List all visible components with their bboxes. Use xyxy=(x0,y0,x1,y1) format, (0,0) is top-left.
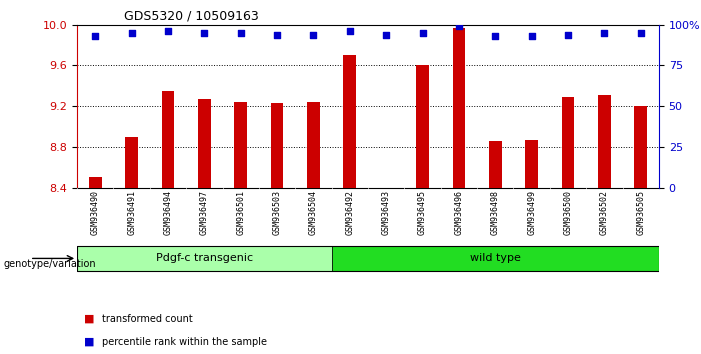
Bar xyxy=(634,106,647,188)
Text: GSM936499: GSM936499 xyxy=(527,190,536,235)
Text: GSM936491: GSM936491 xyxy=(127,190,136,235)
Text: ■: ■ xyxy=(84,337,95,347)
Point xyxy=(599,30,610,36)
Bar xyxy=(125,137,138,188)
Text: GSM936500: GSM936500 xyxy=(564,190,573,235)
Text: GSM936496: GSM936496 xyxy=(454,190,463,235)
Text: genotype/variation: genotype/variation xyxy=(4,259,96,269)
Text: GSM936503: GSM936503 xyxy=(273,190,282,235)
Point xyxy=(526,33,537,39)
Point xyxy=(635,30,646,36)
Text: GSM936493: GSM936493 xyxy=(382,190,390,235)
Text: GSM936497: GSM936497 xyxy=(200,190,209,235)
Point xyxy=(454,24,465,29)
Text: GSM936492: GSM936492 xyxy=(346,190,354,235)
Point xyxy=(562,32,573,38)
FancyBboxPatch shape xyxy=(77,246,332,271)
Point xyxy=(308,32,319,38)
Bar xyxy=(89,177,102,188)
Bar xyxy=(562,97,574,188)
Bar xyxy=(343,55,356,188)
Point xyxy=(126,30,137,36)
Text: GSM936495: GSM936495 xyxy=(418,190,427,235)
Point xyxy=(199,30,210,36)
Bar xyxy=(234,102,247,188)
Bar xyxy=(416,65,429,188)
FancyBboxPatch shape xyxy=(332,246,659,271)
Bar xyxy=(162,91,175,188)
Text: transformed count: transformed count xyxy=(102,314,192,324)
Point xyxy=(417,30,428,36)
Text: percentile rank within the sample: percentile rank within the sample xyxy=(102,337,266,347)
Text: GSM936494: GSM936494 xyxy=(163,190,172,235)
Text: GSM936502: GSM936502 xyxy=(600,190,609,235)
Text: GSM936504: GSM936504 xyxy=(309,190,318,235)
Bar xyxy=(380,188,393,249)
Text: GSM936505: GSM936505 xyxy=(637,190,645,235)
Bar xyxy=(489,141,502,188)
Point xyxy=(490,33,501,39)
Bar xyxy=(525,140,538,188)
Text: ■: ■ xyxy=(84,314,95,324)
Bar xyxy=(198,99,211,188)
Point xyxy=(235,30,246,36)
Point xyxy=(90,33,101,39)
Point xyxy=(271,32,283,38)
Text: GSM936498: GSM936498 xyxy=(491,190,500,235)
Bar xyxy=(598,95,611,188)
Text: GSM936490: GSM936490 xyxy=(91,190,100,235)
Bar xyxy=(307,102,320,188)
Point xyxy=(163,28,174,34)
Point xyxy=(381,32,392,38)
Text: wild type: wild type xyxy=(470,253,521,263)
Bar xyxy=(453,28,465,188)
Text: GSM936501: GSM936501 xyxy=(236,190,245,235)
Bar xyxy=(271,103,283,188)
Point xyxy=(344,28,355,34)
Text: Pdgf-c transgenic: Pdgf-c transgenic xyxy=(156,253,253,263)
Text: GDS5320 / 10509163: GDS5320 / 10509163 xyxy=(123,9,259,22)
